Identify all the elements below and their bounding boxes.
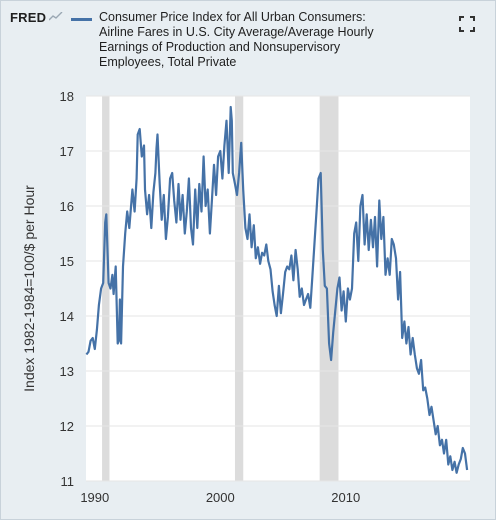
y-axis-title: Index 1982-1984=100/$ per Hour [21,185,37,392]
legend-swatch [71,18,92,21]
gridlines [86,95,470,482]
y-tick-label: 14 [60,309,74,324]
series-line[interactable] [85,105,469,474]
y-tick-label: 18 [60,89,74,104]
x-axis-ticks: 1990 2000 2010 [80,490,360,505]
legend-label[interactable]: Consumer Price Index for All Urban Consu… [99,10,374,69]
fred-logo[interactable]: FRED [10,10,47,25]
y-tick-label: 16 [60,199,74,214]
y-axis-ticks: 11 12 13 14 15 16 17 18 [60,89,74,489]
x-tick-label: 2010 [331,490,360,505]
y-tick-label: 11 [61,474,75,489]
y-tick-label: 17 [60,144,74,159]
x-tick-label: 2000 [206,490,235,505]
recession-band [319,96,339,481]
y-tick-label: 15 [60,254,74,269]
recession-bands [102,96,339,481]
y-tick-label: 13 [60,364,74,379]
series-lines [85,105,469,474]
y-tick-label: 12 [60,419,74,434]
chart-line-mark-icon [49,12,63,21]
x-tick-label: 1990 [80,490,109,505]
recession-band [234,96,244,481]
recession-band [102,96,110,481]
expand-icon[interactable] [459,16,475,32]
